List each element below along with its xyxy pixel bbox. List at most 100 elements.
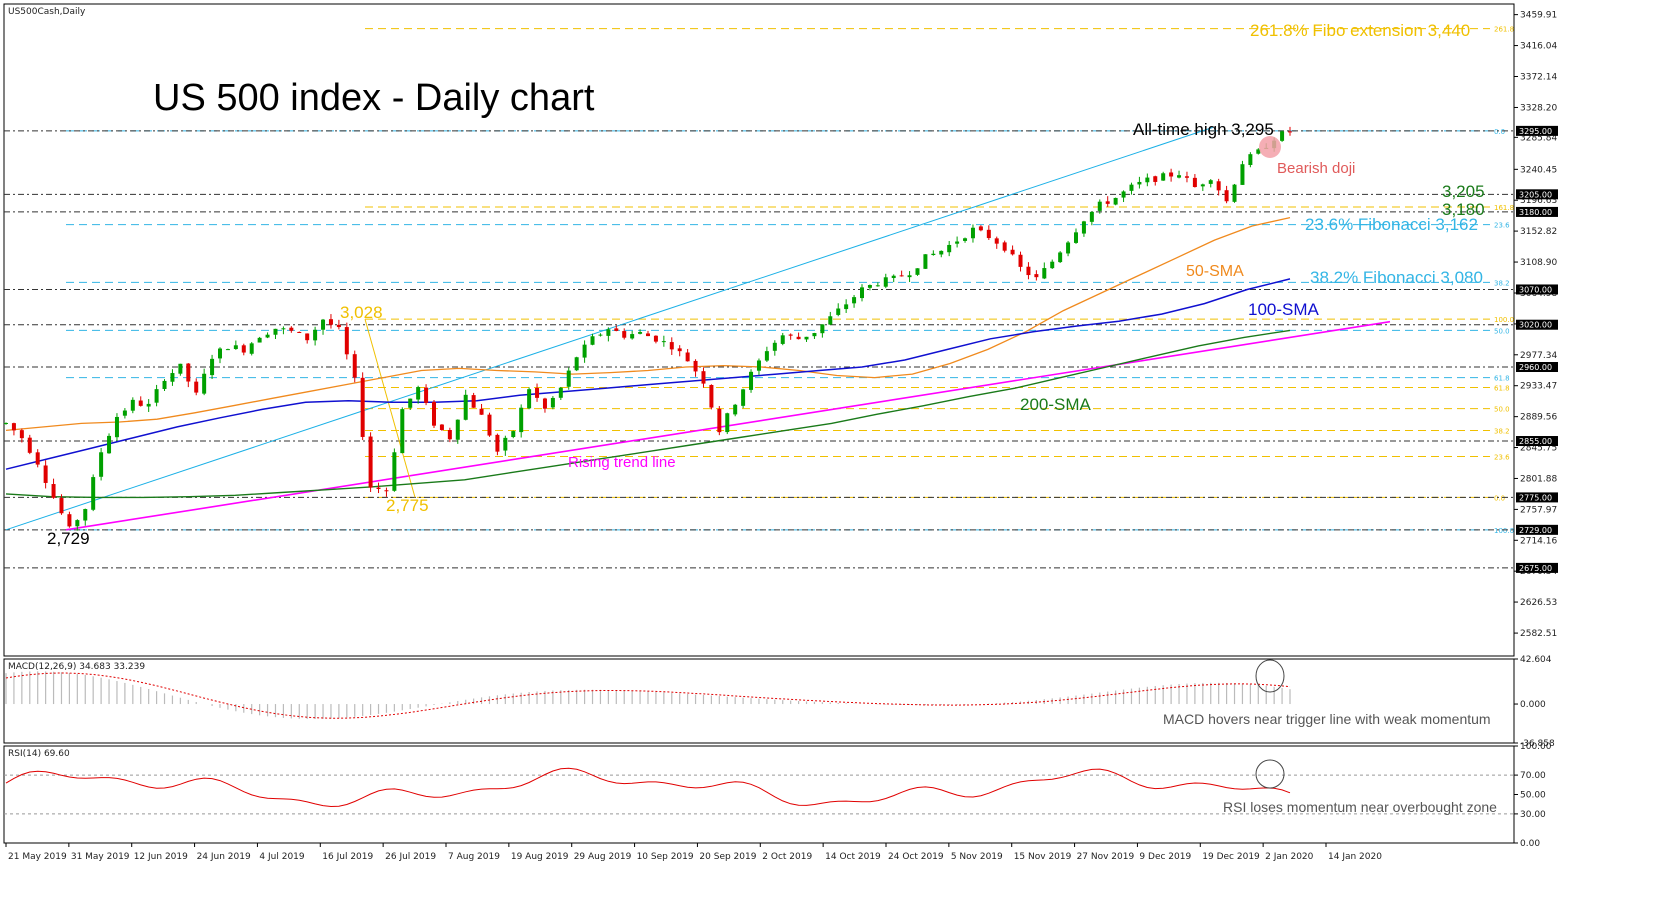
price-badge (1516, 362, 1558, 373)
price-tick-label: 2801.88 (1520, 474, 1557, 484)
price-tick-label: 2626.53 (1520, 598, 1557, 608)
price-tick-label: 3372.14 (1520, 73, 1557, 83)
candle (804, 336, 809, 342)
candle (51, 478, 56, 499)
candle-body (225, 349, 230, 351)
candle-body (764, 351, 769, 361)
candle-body (1058, 252, 1063, 263)
date-tick-label: 14 Oct 2019 (825, 852, 881, 862)
candle (812, 332, 817, 339)
candle (1232, 183, 1237, 203)
candle (305, 333, 310, 344)
rsi-note: RSI loses momentum near overbought zone (1223, 799, 1497, 815)
channel-line (5, 126, 1214, 531)
candle (1153, 175, 1158, 186)
candle (677, 345, 682, 357)
fib-yellow-label: 100.0 (1494, 316, 1514, 324)
candle-body (408, 398, 413, 408)
price-tick-label: 2933.47 (1520, 382, 1557, 392)
candle-body (939, 250, 944, 255)
candle (392, 448, 397, 492)
candle-body (210, 358, 215, 376)
candle-body (194, 381, 199, 393)
sma200-line (5, 329, 1291, 499)
candle (154, 384, 159, 407)
candle (122, 408, 127, 419)
candle-body (923, 254, 928, 269)
fib-236-annotation: 23.6% Fibonacci 3,162 (1305, 215, 1478, 234)
date-tick-label: 21 May 2019 (8, 852, 67, 862)
candle (725, 412, 730, 435)
candle (186, 363, 191, 388)
price-tick-label: 2889.56 (1520, 413, 1557, 423)
candle (1129, 182, 1134, 195)
low-2775-annotation: 2,775 (386, 496, 429, 515)
price-badge (1516, 284, 1558, 295)
candle-body (630, 334, 635, 339)
candle-body (677, 348, 682, 352)
candle-body (986, 229, 991, 239)
candle-body (178, 363, 183, 374)
candle (661, 335, 666, 347)
bearish-doji-annotation: Bearish doji (1277, 160, 1355, 177)
candle (162, 379, 167, 391)
price-badge-label: 3180.00 (1519, 208, 1552, 217)
low-2729-annotation: 2,729 (47, 529, 90, 548)
candle (503, 435, 508, 456)
fib-yellow-label: 50.0 (1494, 406, 1510, 414)
candle (439, 424, 444, 431)
candle-body (915, 268, 920, 275)
candle (622, 328, 627, 340)
candle-body (1042, 268, 1047, 279)
candle-body (4, 422, 8, 424)
candle-body (1121, 191, 1126, 198)
candle-body (162, 380, 167, 389)
candle (281, 326, 286, 335)
candle-body (27, 437, 32, 453)
candle-body (963, 238, 968, 241)
candle (780, 332, 785, 346)
candle-body (130, 399, 135, 411)
fib-yellow-label: 38.2 (1494, 427, 1510, 435)
candle-body (653, 335, 658, 342)
fib-blue-label: 23.6 (1494, 222, 1510, 230)
price-badge-label: 3020.00 (1519, 321, 1552, 330)
price-badge-label: 2855.00 (1519, 437, 1552, 446)
candle-body (360, 377, 365, 437)
candle (1280, 130, 1285, 142)
candle-body (114, 416, 119, 438)
candle (741, 388, 746, 409)
candle (59, 494, 64, 515)
date-tick-label: 16 Jul 2019 (322, 852, 373, 862)
candle (875, 282, 880, 287)
candle-body (558, 387, 563, 398)
candle (550, 396, 555, 410)
candle (915, 268, 920, 276)
candle-body (566, 370, 571, 387)
sma100-annotation: 100-SMA (1248, 300, 1320, 319)
candle-body (1018, 254, 1023, 267)
sma50-line (5, 216, 1291, 432)
candle-body (1161, 173, 1166, 181)
sma50-annotation: 50-SMA (1186, 263, 1244, 280)
candle-body (1002, 242, 1007, 251)
candle-body (336, 324, 341, 328)
candle (947, 240, 952, 257)
price-badge (1516, 524, 1558, 535)
candle-body (416, 387, 421, 400)
rsi-tick-label: 100.00 (1520, 742, 1552, 752)
candle-body (1074, 232, 1078, 243)
candle-body (313, 329, 318, 341)
candle-body (1208, 180, 1213, 184)
candle (1034, 270, 1039, 281)
date-tick-label: 9 Dec 2019 (1139, 852, 1191, 862)
price-tick-label: 2845.75 (1520, 444, 1557, 454)
candle (1105, 196, 1110, 207)
fib-blue-label: 0.0 (1494, 128, 1505, 136)
candle-body (820, 324, 825, 334)
candle (1216, 178, 1221, 196)
candle-body (907, 275, 912, 278)
candle-body (1026, 266, 1031, 276)
candle (994, 236, 999, 249)
candle-body (978, 226, 983, 231)
